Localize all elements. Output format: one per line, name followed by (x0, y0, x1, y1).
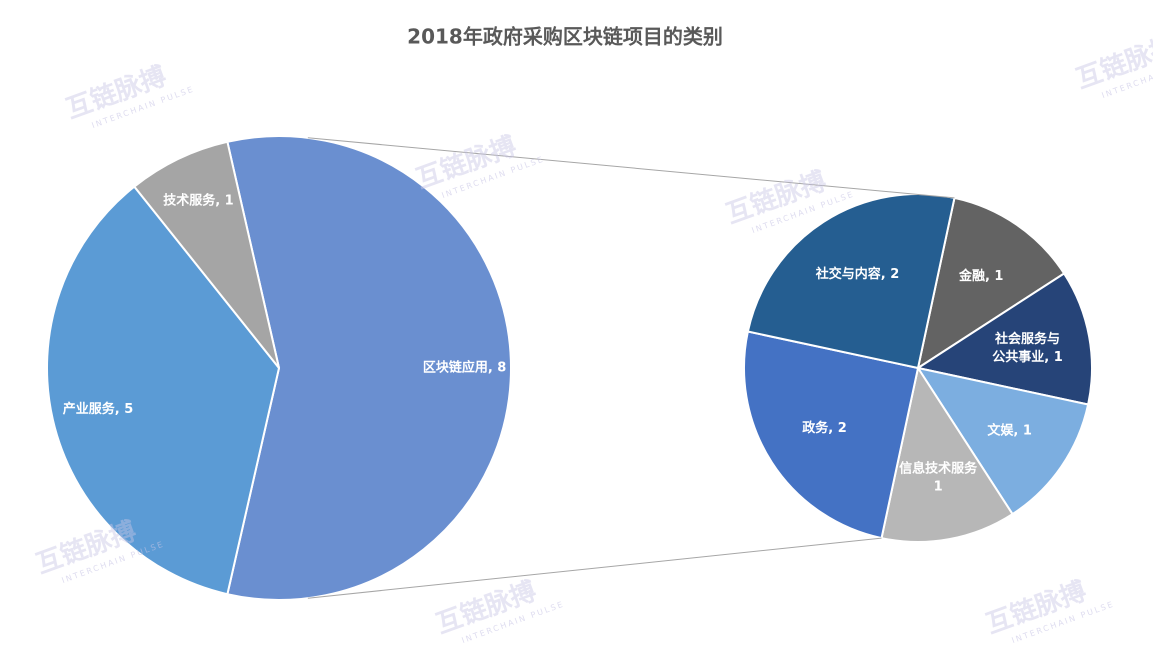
chart-title: 2018年政府采购区块链项目的类别 (407, 25, 723, 49)
pie-slice (916, 196, 1066, 371)
pie-slice (746, 193, 956, 370)
pie-slice (46, 185, 281, 596)
data-label: 金融, 1 (958, 268, 1004, 284)
data-label: 政务, 2 (802, 420, 847, 436)
pie-slice (915, 272, 1093, 406)
pie-slice (880, 365, 1014, 543)
data-label: 技术服务, 1 (163, 192, 234, 208)
data-label: 信息技术服务 1 (899, 460, 978, 494)
data-label: 区块链应用, 8 (423, 360, 507, 376)
pie-slice (132, 140, 280, 369)
connector-line (307, 137, 955, 199)
pie-slice (915, 366, 1090, 516)
data-label: 文娱, 1 (987, 423, 1032, 439)
pie-slice (226, 135, 513, 601)
data-label: 社会服务与公共事业, 1 (992, 330, 1063, 364)
connector-line (307, 537, 882, 599)
pie-slice (743, 330, 920, 540)
data-label: 社交与内容, 2 (815, 266, 900, 282)
data-label: 产业服务, 5 (63, 401, 134, 417)
